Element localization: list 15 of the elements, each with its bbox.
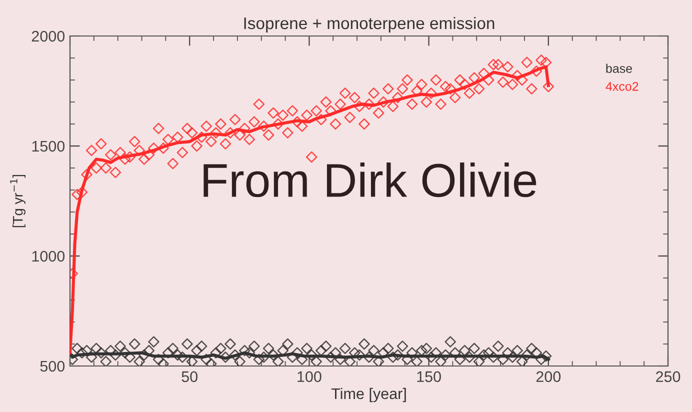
- x-axis-title: Time [year]: [331, 388, 406, 402]
- x-tick-label: 250: [656, 371, 680, 382]
- text: 4xco2: [606, 82, 638, 91]
- y-tick-label: 1500: [32, 140, 65, 152]
- y-tick-label: 1000: [32, 250, 65, 262]
- x-tick-label: 100: [298, 371, 322, 382]
- x-tick-label: 200: [536, 371, 561, 382]
- chart-title: Isoprene + monoterpene emission: [244, 16, 494, 33]
- annotation: From Dirk Olivie: [204, 162, 536, 198]
- text: base: [606, 64, 632, 73]
- y-tick-label: 500: [40, 360, 65, 372]
- x-tick-label: 50: [182, 371, 198, 382]
- x-tick-label: 150: [417, 371, 441, 382]
- y-tick-label: 2000: [32, 30, 65, 42]
- y-axis-title: [Tg yr$^{−1}$]: [10, 174, 26, 228]
